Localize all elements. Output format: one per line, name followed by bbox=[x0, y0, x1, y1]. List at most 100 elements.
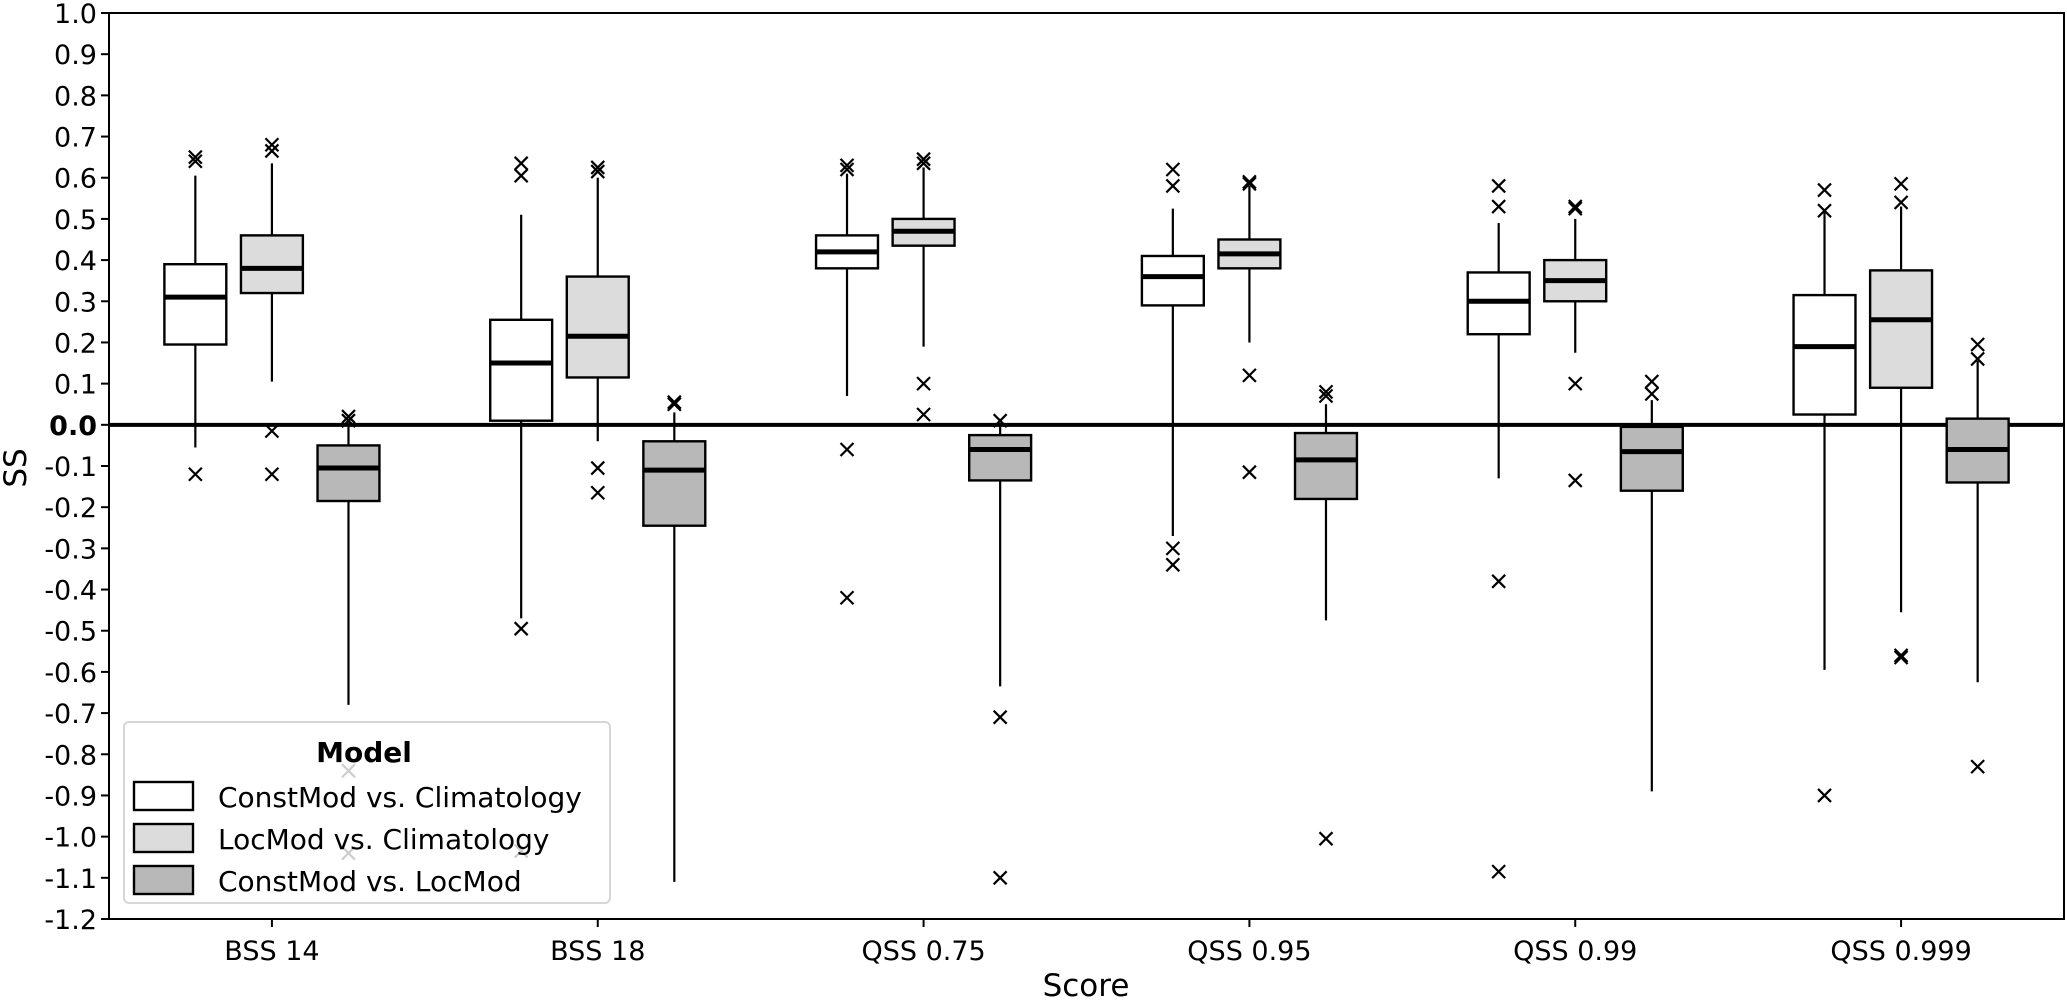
y-tick-label: -0.3 bbox=[44, 534, 97, 565]
box-0-2 bbox=[316, 409, 381, 861]
box-5-2 bbox=[1945, 337, 2010, 774]
outlier-marker bbox=[590, 164, 606, 179]
outlier-marker bbox=[1644, 374, 1660, 389]
outlier-marker bbox=[1165, 557, 1181, 573]
box-3-0 bbox=[1140, 162, 1206, 573]
outlier-marker bbox=[1318, 831, 1334, 846]
box-4-1 bbox=[1543, 199, 1608, 488]
outlier-marker bbox=[916, 376, 931, 391]
outlier-marker bbox=[1970, 759, 1985, 774]
y-tick-label: 0.1 bbox=[54, 370, 97, 401]
legend-box bbox=[123, 721, 611, 904]
outlier-marker bbox=[590, 160, 606, 175]
x-tick-label: QSS 0.999 bbox=[1830, 936, 1971, 967]
box-5-1 bbox=[1868, 176, 1934, 665]
outlier-marker bbox=[1491, 864, 1506, 879]
y-tick-label: -0.5 bbox=[44, 617, 97, 648]
box-iqr bbox=[1792, 293, 1857, 416]
outlier-marker bbox=[188, 149, 203, 165]
legend-label: ConstMod vs. LocMod bbox=[218, 865, 522, 898]
outlier-marker bbox=[1893, 650, 1909, 665]
y-tick-label: -1.0 bbox=[44, 823, 97, 854]
box-1-1 bbox=[565, 160, 630, 501]
y-tick-label: -1.1 bbox=[44, 864, 97, 895]
axes: 1.0 0.9 0.8 0.7 0.6 0.5 0.4 0.3 0.2 0.1 0.0 -0.1 -0.… bbox=[44, 0, 2065, 967]
x-tick-label: QSS 0.75 bbox=[861, 936, 985, 967]
outlier-marker bbox=[916, 151, 931, 167]
outlier-marker bbox=[1165, 541, 1181, 556]
outlier-marker bbox=[916, 407, 931, 422]
y-axis-label: SS bbox=[0, 448, 34, 487]
y-tick-label: -0.9 bbox=[44, 781, 97, 812]
outlier-marker bbox=[839, 590, 855, 606]
x-tick-label: BSS 14 bbox=[224, 936, 319, 967]
outlier-marker bbox=[513, 168, 529, 183]
outlier-marker bbox=[188, 466, 203, 482]
y-tick-label: 0.5 bbox=[54, 205, 97, 236]
plot-area bbox=[109, 137, 2064, 886]
box-iqr bbox=[1868, 269, 1934, 389]
outlier-marker bbox=[1567, 201, 1583, 216]
outlier-marker bbox=[264, 423, 280, 439]
outlier-marker bbox=[513, 156, 529, 171]
y-tick-label: -0.6 bbox=[44, 658, 97, 689]
legend-swatch bbox=[132, 864, 195, 896]
y-tick-label: 0.4 bbox=[54, 246, 97, 277]
outlier-marker bbox=[1165, 178, 1181, 194]
box-iqr bbox=[1619, 425, 1684, 492]
box-iqr bbox=[239, 234, 305, 295]
outlier-marker bbox=[992, 709, 1008, 725]
outlier-marker bbox=[1817, 203, 1832, 218]
outlier-marker bbox=[264, 137, 280, 153]
y-tick-label: 0.8 bbox=[54, 81, 97, 112]
x-axis-label: Score bbox=[1043, 968, 1130, 1002]
box-2-0 bbox=[814, 158, 880, 606]
box-iqr bbox=[968, 433, 1033, 482]
outlier-marker bbox=[1567, 473, 1583, 488]
legend-label: LocMod vs. Climatology bbox=[218, 823, 549, 856]
box-1-2 bbox=[642, 394, 707, 882]
box-iqr bbox=[1293, 431, 1359, 501]
outlier-marker bbox=[1970, 351, 1985, 367]
box-4-0 bbox=[1466, 178, 1531, 879]
outlier-marker bbox=[1165, 162, 1181, 177]
outlier-marker bbox=[1817, 788, 1832, 803]
box-iqr bbox=[163, 263, 228, 346]
outlier-marker bbox=[667, 396, 682, 412]
legend-swatch bbox=[132, 780, 195, 812]
y-tick-label: -0.4 bbox=[44, 576, 97, 607]
box-2-2 bbox=[968, 413, 1033, 886]
outlier-marker bbox=[513, 621, 529, 636]
y-tick-label: 0.7 bbox=[54, 123, 97, 154]
box-5-0 bbox=[1792, 182, 1857, 803]
outlier-marker bbox=[1893, 176, 1909, 192]
y-tick-label: -0.8 bbox=[44, 740, 97, 771]
box-iqr bbox=[642, 440, 707, 527]
y-tick-label: 1.0 bbox=[54, 0, 97, 30]
outlier-marker bbox=[667, 394, 682, 410]
legend-title: Model bbox=[316, 736, 412, 769]
outlier-marker bbox=[264, 466, 280, 482]
outlier-marker bbox=[992, 870, 1008, 886]
outlier-marker bbox=[590, 460, 606, 476]
box-1-0 bbox=[489, 156, 554, 859]
outlier-marker bbox=[1567, 199, 1583, 214]
box-iqr bbox=[565, 275, 630, 379]
outlier-marker bbox=[839, 442, 855, 457]
box-0-0 bbox=[163, 149, 228, 482]
box-3-1 bbox=[1217, 174, 1282, 480]
box-2-1 bbox=[891, 151, 956, 422]
x-tick-label: QSS 0.95 bbox=[1187, 936, 1311, 967]
y-tick-label: -0.1 bbox=[44, 452, 97, 483]
outlier-marker bbox=[1893, 195, 1909, 210]
outlier-marker bbox=[992, 413, 1008, 428]
y-tick-label: -0.7 bbox=[44, 699, 97, 730]
box-iqr bbox=[1140, 254, 1206, 307]
outlier-marker bbox=[1242, 464, 1257, 480]
y-tick-label: 0.6 bbox=[54, 164, 97, 195]
x-tick-label: BSS 18 bbox=[550, 936, 645, 967]
box-0-1 bbox=[239, 137, 305, 482]
y-tick-label: 0.3 bbox=[54, 287, 97, 318]
outlier-marker bbox=[341, 413, 356, 428]
outlier-marker bbox=[1644, 386, 1660, 402]
